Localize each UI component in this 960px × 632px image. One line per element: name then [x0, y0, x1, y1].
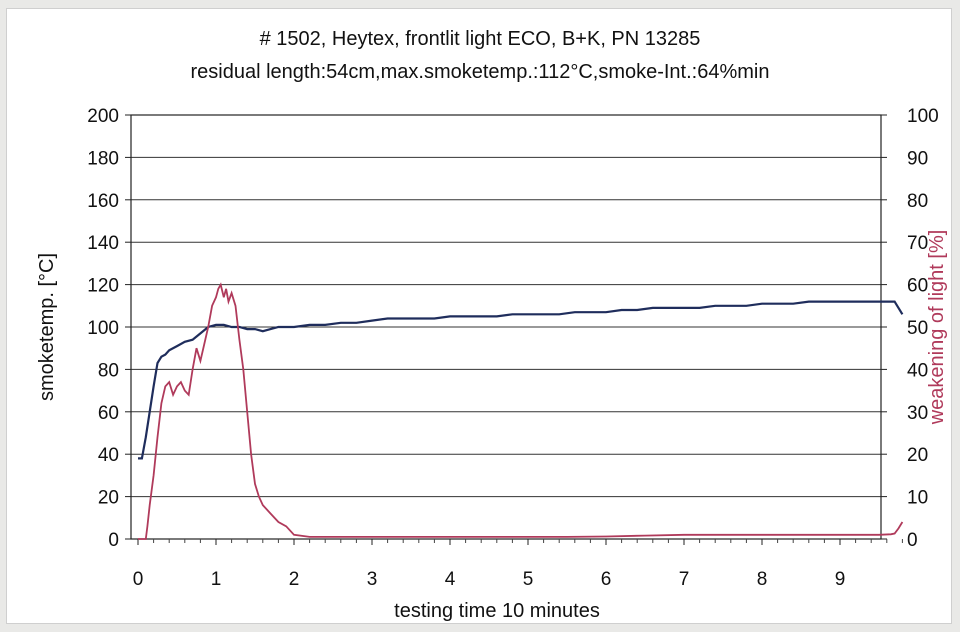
y-left-tick-label: 140 [87, 233, 119, 254]
x-tick-label: 7 [679, 569, 690, 590]
y-right-tick-label: 10 [907, 488, 928, 509]
x-tick-label: 6 [601, 569, 612, 590]
line-chart: # 1502, Heytex, frontlit light ECO, B+K,… [36, 28, 948, 622]
y-right-tick-label: 70 [907, 233, 928, 254]
y-left-tick-label: 80 [98, 360, 119, 381]
y-right-tick-label: 30 [907, 403, 928, 424]
chart-frame: # 1502, Heytex, frontlit light ECO, B+K,… [6, 8, 952, 624]
y-left-tick-label: 40 [98, 445, 119, 466]
x-tick-label: 0 [133, 569, 144, 590]
y-left-tick-label: 160 [87, 191, 119, 212]
x-tick-label: 9 [835, 569, 846, 590]
series-line-weakening-of-light [138, 282, 904, 540]
y-left-tick-label: 60 [98, 403, 119, 424]
y-right-tick-label: 90 [907, 148, 928, 169]
y-left-tick-label: 180 [87, 148, 119, 169]
x-tick-label: 3 [367, 569, 378, 590]
x-tick-label: 5 [523, 569, 534, 590]
y-right-tick-label: 80 [907, 191, 928, 212]
axis-ticks: 0204060801001201401601802000102030405060… [87, 106, 938, 590]
y-right-tick-label: 100 [907, 106, 939, 127]
y-right-tick-label: 20 [907, 445, 928, 466]
y-right-tick-label: 40 [907, 360, 928, 381]
y-axis-label-left: smoketemp. [°C] [36, 253, 58, 401]
y-left-tick-label: 200 [87, 106, 119, 127]
x-tick-label: 2 [289, 569, 300, 590]
series-line-smoketemp [138, 300, 904, 460]
chart-title: # 1502, Heytex, frontlit light ECO, B+K,… [260, 28, 701, 50]
chart-subtitle: residual length:54cm,max.smoketemp.:112°… [191, 61, 770, 83]
x-tick-label: 1 [211, 569, 222, 590]
y-left-tick-label: 20 [98, 488, 119, 509]
x-tick-label: 8 [757, 569, 768, 590]
y-right-tick-label: 0 [907, 530, 918, 551]
gridlines [131, 156, 881, 498]
y-left-tick-label: 0 [108, 530, 119, 551]
y-axis-label-right: weakening of light [%] [926, 230, 948, 426]
x-axis-label: testing time 10 minutes [394, 600, 600, 622]
x-tick-label: 4 [445, 569, 456, 590]
y-right-tick-label: 50 [907, 318, 928, 339]
y-right-tick-label: 60 [907, 276, 928, 297]
y-left-tick-label: 100 [87, 318, 119, 339]
y-left-tick-label: 120 [87, 276, 119, 297]
